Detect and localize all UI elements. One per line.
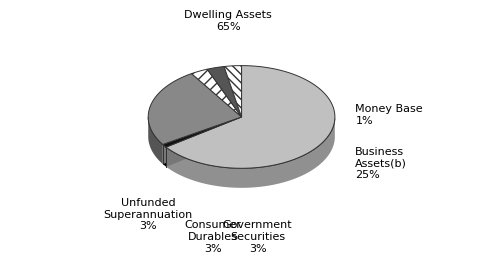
Polygon shape (148, 117, 163, 164)
Polygon shape (166, 117, 242, 167)
Polygon shape (224, 66, 242, 117)
Text: Government
Securities
3%: Government Securities 3% (223, 220, 292, 254)
Polygon shape (166, 117, 242, 167)
Text: Money Base
1%: Money Base 1% (355, 104, 423, 126)
Text: Consumer
Durables
3%: Consumer Durables 3% (184, 220, 242, 254)
Text: Business
Assets(b)
25%: Business Assets(b) 25% (355, 147, 407, 180)
Polygon shape (166, 66, 335, 168)
Polygon shape (148, 74, 242, 144)
Polygon shape (163, 117, 242, 147)
Polygon shape (166, 119, 335, 188)
Polygon shape (163, 117, 242, 164)
Polygon shape (163, 144, 166, 167)
Polygon shape (207, 67, 242, 117)
Polygon shape (163, 117, 242, 164)
Text: Unfunded
Superannuation
3%: Unfunded Superannuation 3% (104, 198, 193, 231)
Polygon shape (191, 69, 242, 117)
Text: Dwelling Assets
65%: Dwelling Assets 65% (184, 10, 272, 32)
